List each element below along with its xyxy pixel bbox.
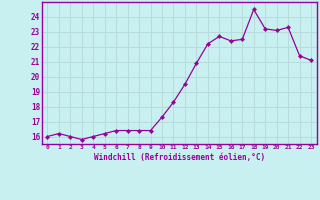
X-axis label: Windchill (Refroidissement éolien,°C): Windchill (Refroidissement éolien,°C): [94, 153, 265, 162]
